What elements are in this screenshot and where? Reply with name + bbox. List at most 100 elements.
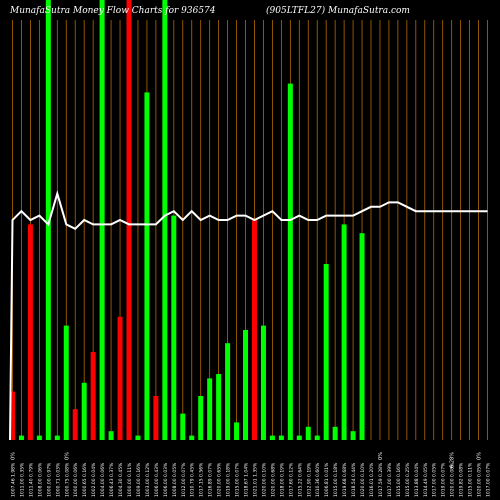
x-tick-label: 1008.00 0.06% xyxy=(37,462,43,497)
x-tick-label: 1020.00 0.65% xyxy=(217,462,223,497)
x-tick-label: 1017.60 0.12% xyxy=(288,462,294,497)
x-tick-label: 1019.00 0.18% xyxy=(226,462,232,497)
percent-label: 6.28% xyxy=(450,452,456,468)
bar xyxy=(90,352,96,440)
bar xyxy=(54,435,60,440)
x-tick-label: 1017.00 0.07% xyxy=(486,462,492,497)
bar xyxy=(269,435,275,440)
x-tick-label: 1012.90 0.19% xyxy=(306,462,312,497)
bar xyxy=(144,92,150,441)
x-tick-label: 1000.00 0.06% xyxy=(73,462,79,497)
x-tick-label: 1012.00 0.07% xyxy=(181,462,187,497)
x-tick-label: 1006.00 0.43% xyxy=(154,462,160,497)
x-tick-label: 1017.59 0.28% xyxy=(378,462,384,497)
x-tick-label: 1015.22 0.64% xyxy=(297,462,303,497)
x-tick-label: 1015.00 0.25% xyxy=(405,462,411,497)
x-tick-label: 1018.54 0.44% xyxy=(351,462,357,497)
bar xyxy=(198,396,204,440)
x-tick-label: 1006.00 0.03% xyxy=(163,462,169,497)
bar xyxy=(99,0,105,440)
x-tick-label: 1003.00 0.12% xyxy=(145,462,151,497)
bar xyxy=(323,264,329,440)
bar xyxy=(162,0,168,440)
x-tick-labels: 1007.46 1.98% 1011.00 0.35% 1011.40 0.79% 1… xyxy=(10,462,491,497)
x-tick-label: 1018.67 1.04% xyxy=(244,462,250,497)
x-tick-label: 1013.88 0.04% xyxy=(414,462,420,497)
x-tick-label: 1015.00 0.11% xyxy=(468,462,474,497)
x-tick-label: 1015.00 0.16% xyxy=(396,462,402,497)
x-tick-label: 1020.00 0.10% xyxy=(261,462,267,497)
bar xyxy=(117,316,123,440)
x-tick-label: 1007.46 1.98% xyxy=(10,462,16,497)
bar xyxy=(350,431,356,440)
bar xyxy=(341,224,347,440)
x-tick-label: 1004.30 0.45% xyxy=(118,462,124,497)
x-tick-label: 1008.00 0.05% xyxy=(172,462,178,497)
x-tick-label: 1016.89 0.07% xyxy=(208,462,214,497)
x-tick-label: 1000.75 0.08% xyxy=(64,462,70,497)
bar xyxy=(81,382,87,440)
x-tick-label: 1019.00 0.07% xyxy=(441,462,447,497)
bar xyxy=(63,325,69,440)
x-tick-label: 1006.43 0.37% xyxy=(109,462,115,497)
x-tick-label: 1017.00 0.05% xyxy=(432,462,438,497)
bar xyxy=(207,378,213,440)
percent-label: 0% xyxy=(10,452,16,460)
x-tick-label: 1015.00 0.07% xyxy=(235,462,241,497)
x-tick-label: 1019.82 0.08% xyxy=(459,462,465,497)
x-tick-label: 1000.00 0.97% xyxy=(46,462,52,497)
bar xyxy=(216,374,222,440)
x-tick-label: 1006.81 0.01% xyxy=(324,462,330,497)
bar xyxy=(9,391,15,440)
bar xyxy=(18,435,24,440)
bar xyxy=(287,83,293,440)
bar xyxy=(72,409,78,440)
bar xyxy=(359,233,365,440)
x-tick-label: 1015.00 0.18% xyxy=(333,462,339,497)
x-tick-label: 1020.00 0.08% xyxy=(450,462,456,497)
x-tick-label: 1020.00 0.10% xyxy=(360,462,366,497)
bar xyxy=(36,435,42,440)
bar xyxy=(296,435,302,440)
percent-labels: 0% 0% 0% 6.28% 0% xyxy=(10,452,482,468)
bar xyxy=(260,325,266,440)
bar xyxy=(189,435,195,440)
x-tick-label: 1014.49 0.05% xyxy=(423,462,429,497)
x-tick-label: 1011.00 0.35% xyxy=(19,462,25,497)
x-tick-label: 1004.00 0.06% xyxy=(100,462,106,497)
x-tick-label: 1010.79 0.45% xyxy=(190,462,196,497)
bar xyxy=(126,0,132,440)
bar xyxy=(108,431,114,440)
chart-title-left: MunafaSutra Money Flow Charts for 936574 xyxy=(9,6,216,16)
bar xyxy=(332,426,338,440)
bar xyxy=(225,343,231,440)
bar xyxy=(305,426,311,440)
x-tick-label: 1017.00 0.39% xyxy=(387,462,393,497)
x-tick-label: 1020.00 0.05% xyxy=(477,462,483,497)
x-tick-label: 1000.71 0.03% xyxy=(55,462,61,497)
x-tick-label: 1002.00 0.04% xyxy=(91,462,97,497)
x-tick-label: 1009.00 0.16% xyxy=(136,462,142,497)
x-tick-label: 1017.15 0.56% xyxy=(199,462,205,497)
x-tick-label: 1020.00 0.68% xyxy=(270,462,276,497)
chart-title-right: (905LTFL27) MunafaSutra.com xyxy=(266,5,410,16)
bar xyxy=(135,435,141,440)
flow-line xyxy=(9,190,488,441)
bar xyxy=(171,215,177,440)
bar xyxy=(153,396,159,440)
x-tick-label: 1010.36 0.60% xyxy=(315,462,321,497)
x-tick-label: 1000.00 0.11% xyxy=(127,462,133,497)
x-tick-label: 1018.00 0.19% xyxy=(279,462,285,497)
x-tick-label: 1011.40 0.79% xyxy=(28,462,34,497)
line-series xyxy=(9,190,488,441)
bar xyxy=(27,224,33,440)
bar xyxy=(243,330,249,440)
bar xyxy=(45,0,51,440)
bars xyxy=(9,0,365,441)
percent-label: 0% xyxy=(378,452,384,460)
bar xyxy=(180,413,186,440)
x-tick-label: 1021.01 1.35% xyxy=(252,462,258,497)
bar xyxy=(251,220,257,440)
bar xyxy=(278,435,284,440)
